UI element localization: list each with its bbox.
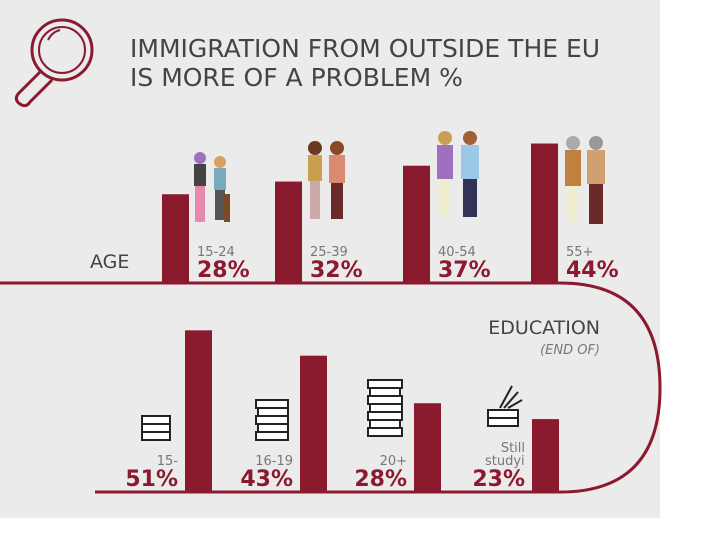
value-label: 28% (354, 467, 407, 492)
bar (162, 194, 189, 283)
category-label: 15- (156, 454, 178, 468)
book-icons (141, 379, 523, 441)
value-label: 37% (438, 258, 491, 283)
category-label-box: 20+ (379, 454, 407, 468)
category-label-box: 25-39 (310, 245, 348, 259)
category-label-box: 15-24 (197, 245, 235, 259)
category-label-box: 16-19 (255, 454, 293, 468)
category-label: Still studying (485, 441, 525, 468)
category-label: 40-54 (438, 245, 476, 259)
category-label: 25-39 (310, 245, 348, 259)
value-label: 23% (472, 467, 525, 492)
education-label: EDUCATION (488, 317, 600, 339)
value-label: 32% (310, 258, 363, 283)
category-label-box: Still studying (485, 441, 525, 468)
bar (300, 355, 327, 492)
bar (403, 165, 430, 283)
bar (414, 403, 441, 492)
value-label: 51% (125, 467, 178, 492)
education-sublabel: (END OF) (540, 343, 600, 358)
bar (275, 181, 302, 283)
value-label: 44% (566, 258, 619, 283)
age-label: AGE (90, 251, 129, 273)
bar (532, 419, 559, 492)
title-line: IMMIGRATION FROM OUTSIDE THE EU (130, 34, 600, 63)
category-label-box: 55+ (566, 245, 594, 259)
magnifier-icon (14, 18, 94, 108)
category-label-box: 15- (156, 454, 178, 468)
title-line: IS MORE OF A PROBLEM % (130, 63, 463, 92)
category-label: 20+ (379, 454, 407, 468)
connector-line (0, 281, 662, 494)
people-icons (194, 131, 605, 224)
value-label: 28% (197, 258, 250, 283)
category-label-box: 40-54 (438, 245, 476, 259)
bar (531, 143, 558, 283)
value-label: 43% (240, 467, 293, 492)
bar (185, 330, 212, 492)
category-label: 16-19 (255, 454, 293, 468)
category-label: 55+ (566, 245, 594, 259)
category-label: 15-24 (197, 245, 235, 259)
